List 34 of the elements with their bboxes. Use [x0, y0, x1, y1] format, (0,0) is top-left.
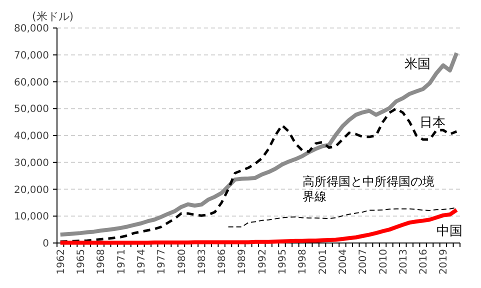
y-tick-label: 20,000	[14, 184, 49, 196]
x-tick-label: 1974	[136, 249, 148, 274]
series-label: 米国	[404, 56, 431, 72]
x-tick-label: 2001	[318, 249, 329, 274]
y-tick-label: 50,000	[14, 104, 49, 116]
x-tick-label: 2010	[378, 249, 390, 274]
x-tick-label: 2016	[418, 249, 430, 274]
x-tick-label: 1992	[257, 249, 268, 274]
y-tick-label: 10,000	[14, 212, 49, 223]
y-tick-label: 70,000	[14, 50, 49, 62]
y-tick-label: 80,000	[14, 24, 49, 34]
series-label: 中国	[436, 224, 463, 239]
y-tick-label: 40,000	[14, 131, 49, 142]
series-label: 高所得国と中所得国の境界線	[302, 174, 435, 204]
series-label: 日本	[420, 115, 446, 130]
x-tick-label: 1977	[156, 249, 168, 274]
x-tick-label: 1962	[56, 249, 67, 274]
x-tick-label: 1980	[176, 249, 188, 274]
x-tick-label: 2004	[338, 249, 349, 274]
y-tick-label: 30,000	[14, 158, 49, 169]
y-tick-label: 0	[42, 238, 49, 250]
x-tick-label: 2013	[398, 249, 410, 274]
y-axis-title: (米ドル)	[32, 10, 74, 23]
x-tick-label: 1965	[76, 249, 88, 274]
x-tick-label: 1968	[96, 249, 108, 274]
x-tick-label: 1998	[298, 249, 309, 274]
x-tick-label: 1989	[237, 249, 248, 274]
y-tick-label: 60,000	[14, 77, 49, 88]
x-tick-label: 1983	[196, 249, 208, 274]
x-tick-label: 1971	[116, 249, 128, 274]
x-tick-label: 1995	[278, 249, 289, 274]
x-tick-label: 1986	[217, 249, 228, 274]
x-tick-label: 2007	[358, 249, 370, 274]
x-tick-label: 2019	[438, 249, 450, 274]
